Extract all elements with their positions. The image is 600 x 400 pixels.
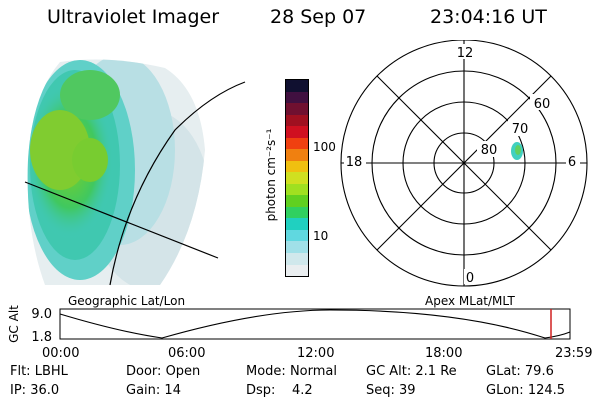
colorbar-unit-text: photon cm⁻²s⁻¹ [264, 128, 278, 221]
date-label: 28 Sep 07 [270, 6, 367, 28]
colorbar-swatch [286, 160, 308, 173]
colorbar-swatch [286, 149, 308, 161]
colorbar-swatch [286, 91, 308, 104]
colorbar-unit-label: photon cm⁻²s⁻¹ [264, 128, 278, 221]
status-seq: Seq: 39 [366, 383, 416, 398]
geographic-image-panel [24, 59, 246, 286]
colorbar-swatch [286, 241, 308, 253]
colorbar-swatch [286, 252, 308, 265]
polar-plot: 12 0 18 6 60 70 80 [340, 40, 588, 287]
altitude-curve [59, 309, 571, 339]
altitude-plot: GC Alt 9.0 1.8 [7, 305, 571, 345]
colorbar-tick-10: 10 [313, 229, 329, 243]
time-tick-4: 23:59 [555, 346, 593, 361]
altitude-plot-frame [59, 308, 571, 340]
status-mode: Mode: Normal [246, 364, 337, 379]
status-flt: Flt: LBHL [10, 364, 68, 379]
lat-label-80: 80 [481, 143, 498, 158]
time-tick-1: 06:00 [168, 346, 206, 361]
color-scale-bar [285, 79, 309, 277]
colorbar-swatch [286, 206, 308, 219]
instrument-title: Ultraviolet Imager [47, 6, 220, 28]
status-glat: GLat: 79.6 [486, 364, 554, 379]
time-tick-0: 00:00 [42, 346, 80, 361]
polar-diagonal-2 [376, 75, 552, 251]
status-dsp: Dsp: 4.2 [246, 383, 313, 398]
status-ip: IP: 36.0 [10, 383, 60, 398]
colorbar-swatch [286, 126, 308, 138]
colorbar-swatch [286, 103, 308, 115]
time-label: 23:04:16 UT [430, 6, 547, 28]
colorbar-swatch [286, 80, 308, 92]
colorbar-tick-100: 100 [313, 140, 336, 154]
status-gain: Gain: 14 [126, 383, 181, 398]
mlt-label-6: 6 [568, 155, 576, 170]
colorbar-swatch [286, 114, 308, 127]
apex-caption: Apex MLat/MLT [425, 294, 515, 308]
auroral-emission-map [27, 59, 205, 285]
mlt-label-18: 18 [346, 155, 363, 170]
polar-auroral-spot [511, 142, 523, 160]
geographic-caption: Geographic Lat/Lon [68, 294, 186, 308]
lat-label-70: 70 [512, 122, 529, 137]
colorbar-swatch [286, 172, 308, 184]
colorbar-swatch [286, 218, 308, 230]
status-gc-alt: GC Alt: 2.1 Re [366, 364, 457, 379]
time-tick-2: 12:00 [297, 346, 335, 361]
altitude-ylabel: GC Alt [7, 305, 21, 343]
colorbar-swatch [286, 183, 308, 196]
altitude-ytick-high: 9.0 [31, 307, 52, 322]
mlt-label-0: 0 [466, 271, 474, 286]
orbit-track-line [24, 181, 219, 259]
status-glon: GLon: 124.5 [486, 383, 566, 398]
mlt-label-12: 12 [457, 46, 474, 61]
lat-label-60: 60 [534, 97, 551, 112]
colorbar-swatch [286, 195, 308, 207]
altitude-ytick-low: 1.8 [31, 330, 52, 345]
time-tick-3: 18:00 [425, 346, 463, 361]
colorbar-swatch [286, 264, 308, 277]
colorbar-swatch [286, 137, 308, 150]
status-door: Door: Open [126, 364, 201, 379]
terminator-line [109, 81, 246, 286]
colorbar-swatch [286, 229, 308, 242]
